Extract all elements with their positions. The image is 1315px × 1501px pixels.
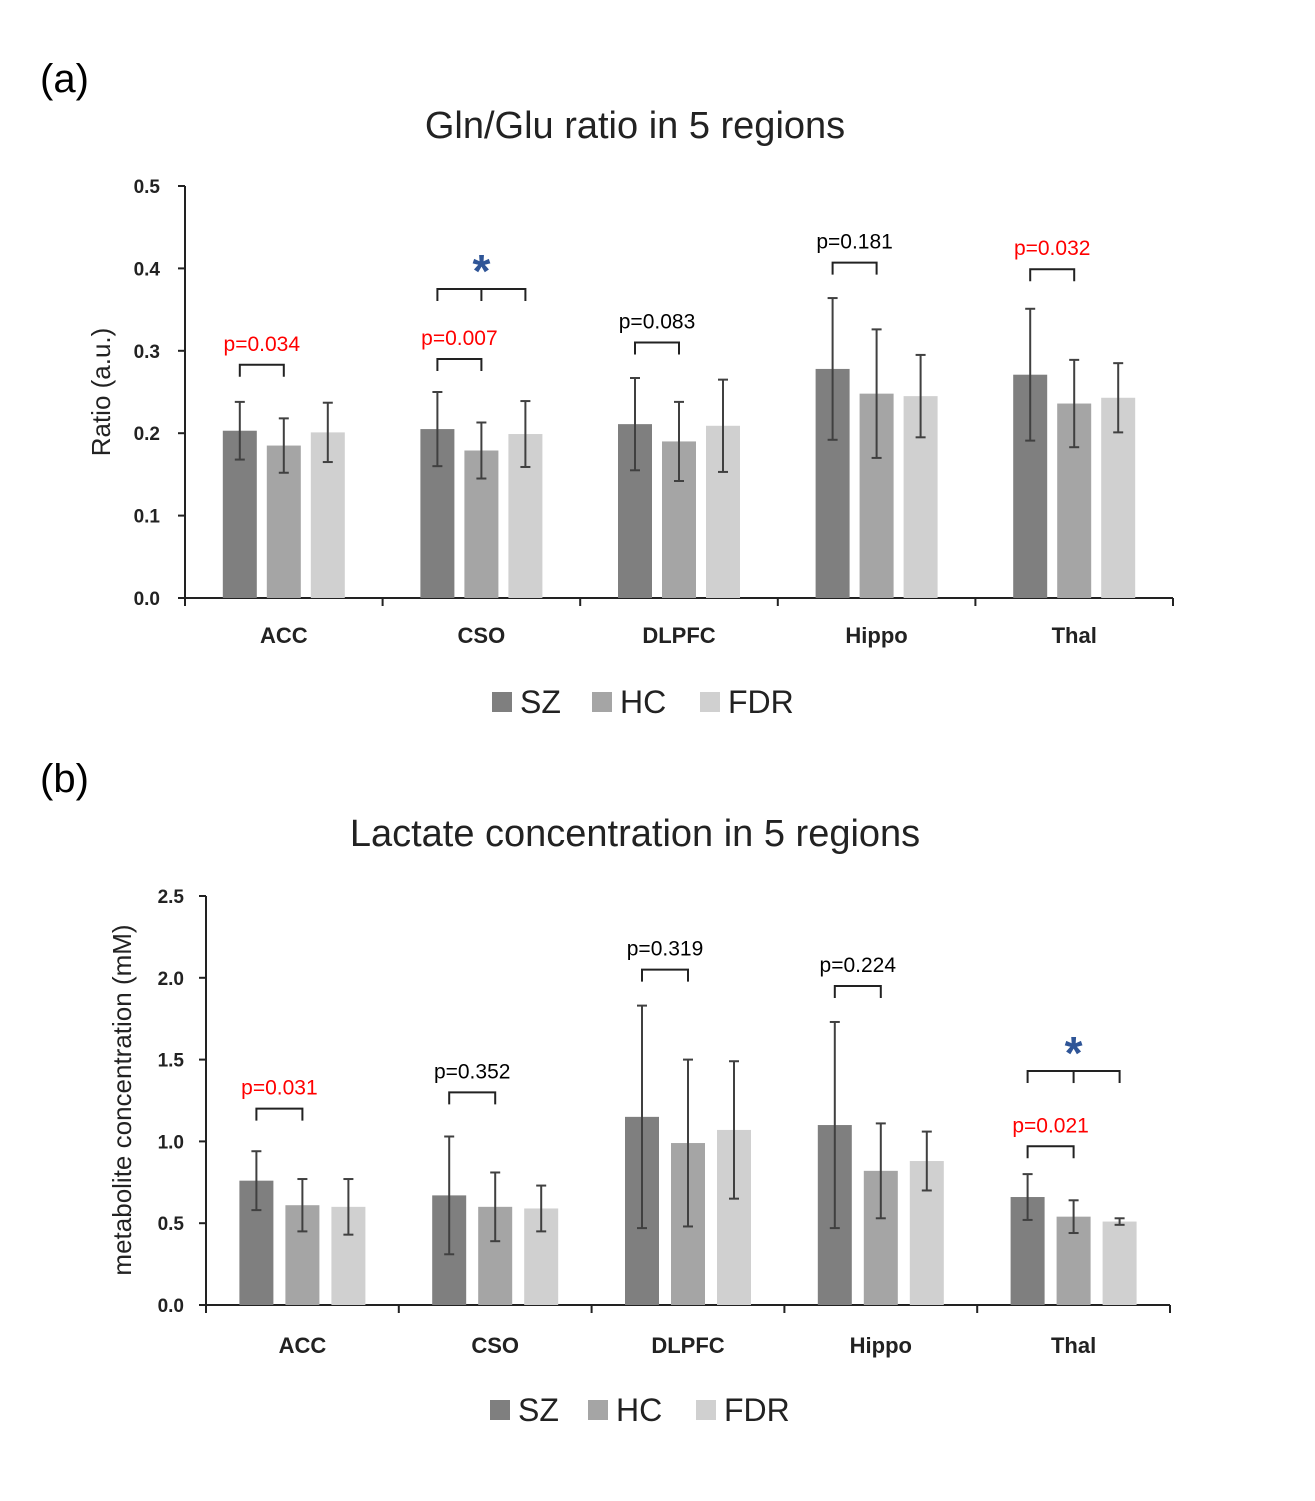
category-label-cso: CSO — [458, 623, 506, 648]
p-value-label: p=0.031 — [241, 1077, 318, 1100]
chart-b: 0.0 0.5 1.0 1.5 2.0 2.5 ACC CSO DLPFC Hippo Thal p=… — [158, 887, 1171, 1428]
panel-b-label: (b) — [40, 757, 89, 801]
significance-star: * — [1065, 1027, 1083, 1079]
bar-fdr-thal — [1102, 1221, 1137, 1305]
p-value-label: p=0.083 — [619, 311, 696, 334]
y-tick-label: 2.5 — [158, 887, 185, 908]
p-value-label: p=0.034 — [224, 333, 301, 356]
y-tick-label: 0.0 — [158, 1296, 184, 1317]
chart-a-title: Gln/Glu ratio in 5 regions — [425, 105, 845, 147]
legend-label-sz: SZ — [518, 1392, 559, 1428]
y-tick-label: 0.5 — [134, 177, 161, 198]
legend-swatch-hc — [592, 692, 612, 712]
category-label-dlpfc: DLPFC — [651, 1333, 724, 1358]
legend-swatch-fdr — [700, 692, 720, 712]
significance-bracket — [831, 261, 878, 275]
category-label-cso: CSO — [471, 1333, 519, 1358]
y-tick-label: 1.5 — [158, 1051, 185, 1072]
p-value-label: p=0.007 — [421, 327, 498, 350]
significance-bracket — [833, 984, 882, 998]
category-label-thal: Thal — [1052, 623, 1097, 648]
significance-bracket — [255, 1107, 304, 1121]
y-tick-label: 0.2 — [134, 424, 160, 445]
significance-bracket — [1029, 268, 1076, 282]
legend-label-hc: HC — [620, 684, 666, 720]
chart-b-title: Lactate concentration in 5 regions — [350, 813, 920, 855]
y-tick-label: 1.0 — [158, 1132, 184, 1153]
significance-bracket — [448, 1091, 497, 1105]
category-label-acc: ACC — [260, 623, 308, 648]
legend-swatch-sz — [492, 692, 512, 712]
y-tick-label: 0.0 — [134, 589, 160, 610]
y-tick-label: 0.3 — [134, 342, 160, 363]
legend-label-sz: SZ — [520, 684, 561, 720]
category-label-thal: Thal — [1051, 1333, 1096, 1358]
p-value-label: p=0.319 — [627, 938, 704, 961]
p-value-label: p=0.224 — [820, 954, 897, 977]
significance-star: * — [472, 245, 490, 297]
significance-bracket — [238, 363, 285, 377]
legend-label-hc: HC — [616, 1392, 662, 1428]
y-tick-label: 0.5 — [158, 1214, 185, 1235]
y-tick-label: 0.4 — [134, 259, 161, 280]
legend-swatch-fdr — [696, 1400, 716, 1420]
legend-label-fdr: FDR — [728, 684, 794, 720]
p-value-label: p=0.021 — [1012, 1114, 1089, 1137]
legend-label-fdr: FDR — [724, 1392, 790, 1428]
chart-a: 0.0 0.1 0.2 0.3 0.4 0.5 ACC CSO DLPFC Hippo Thal p=… — [134, 177, 1174, 720]
category-label-hippo: Hippo — [850, 1333, 912, 1358]
y-tick-label: 0.1 — [134, 507, 161, 528]
y-tick-label: 2.0 — [158, 969, 184, 990]
significance-bracket — [634, 341, 680, 355]
category-label-acc: ACC — [279, 1333, 327, 1358]
category-label-dlpfc: DLPFC — [642, 623, 715, 648]
significance-bracket — [641, 968, 689, 982]
panel-a-label: (a) — [40, 57, 89, 101]
p-value-label: p=0.032 — [1014, 237, 1091, 260]
significance-bracket — [1026, 1145, 1075, 1159]
chart-a-ylabel: Ratio (a.u.) — [86, 328, 116, 457]
legend-swatch-sz — [490, 1400, 510, 1420]
p-value-label: p=0.352 — [434, 1060, 511, 1083]
legend-swatch-hc — [588, 1400, 608, 1420]
p-value-label: p=0.181 — [816, 231, 893, 254]
significance-bracket — [436, 358, 483, 372]
category-label-hippo: Hippo — [845, 623, 907, 648]
chart-b-ylabel: metabolite concentration (mM) — [107, 924, 137, 1275]
significance-bracket — [1026, 1070, 1121, 1084]
